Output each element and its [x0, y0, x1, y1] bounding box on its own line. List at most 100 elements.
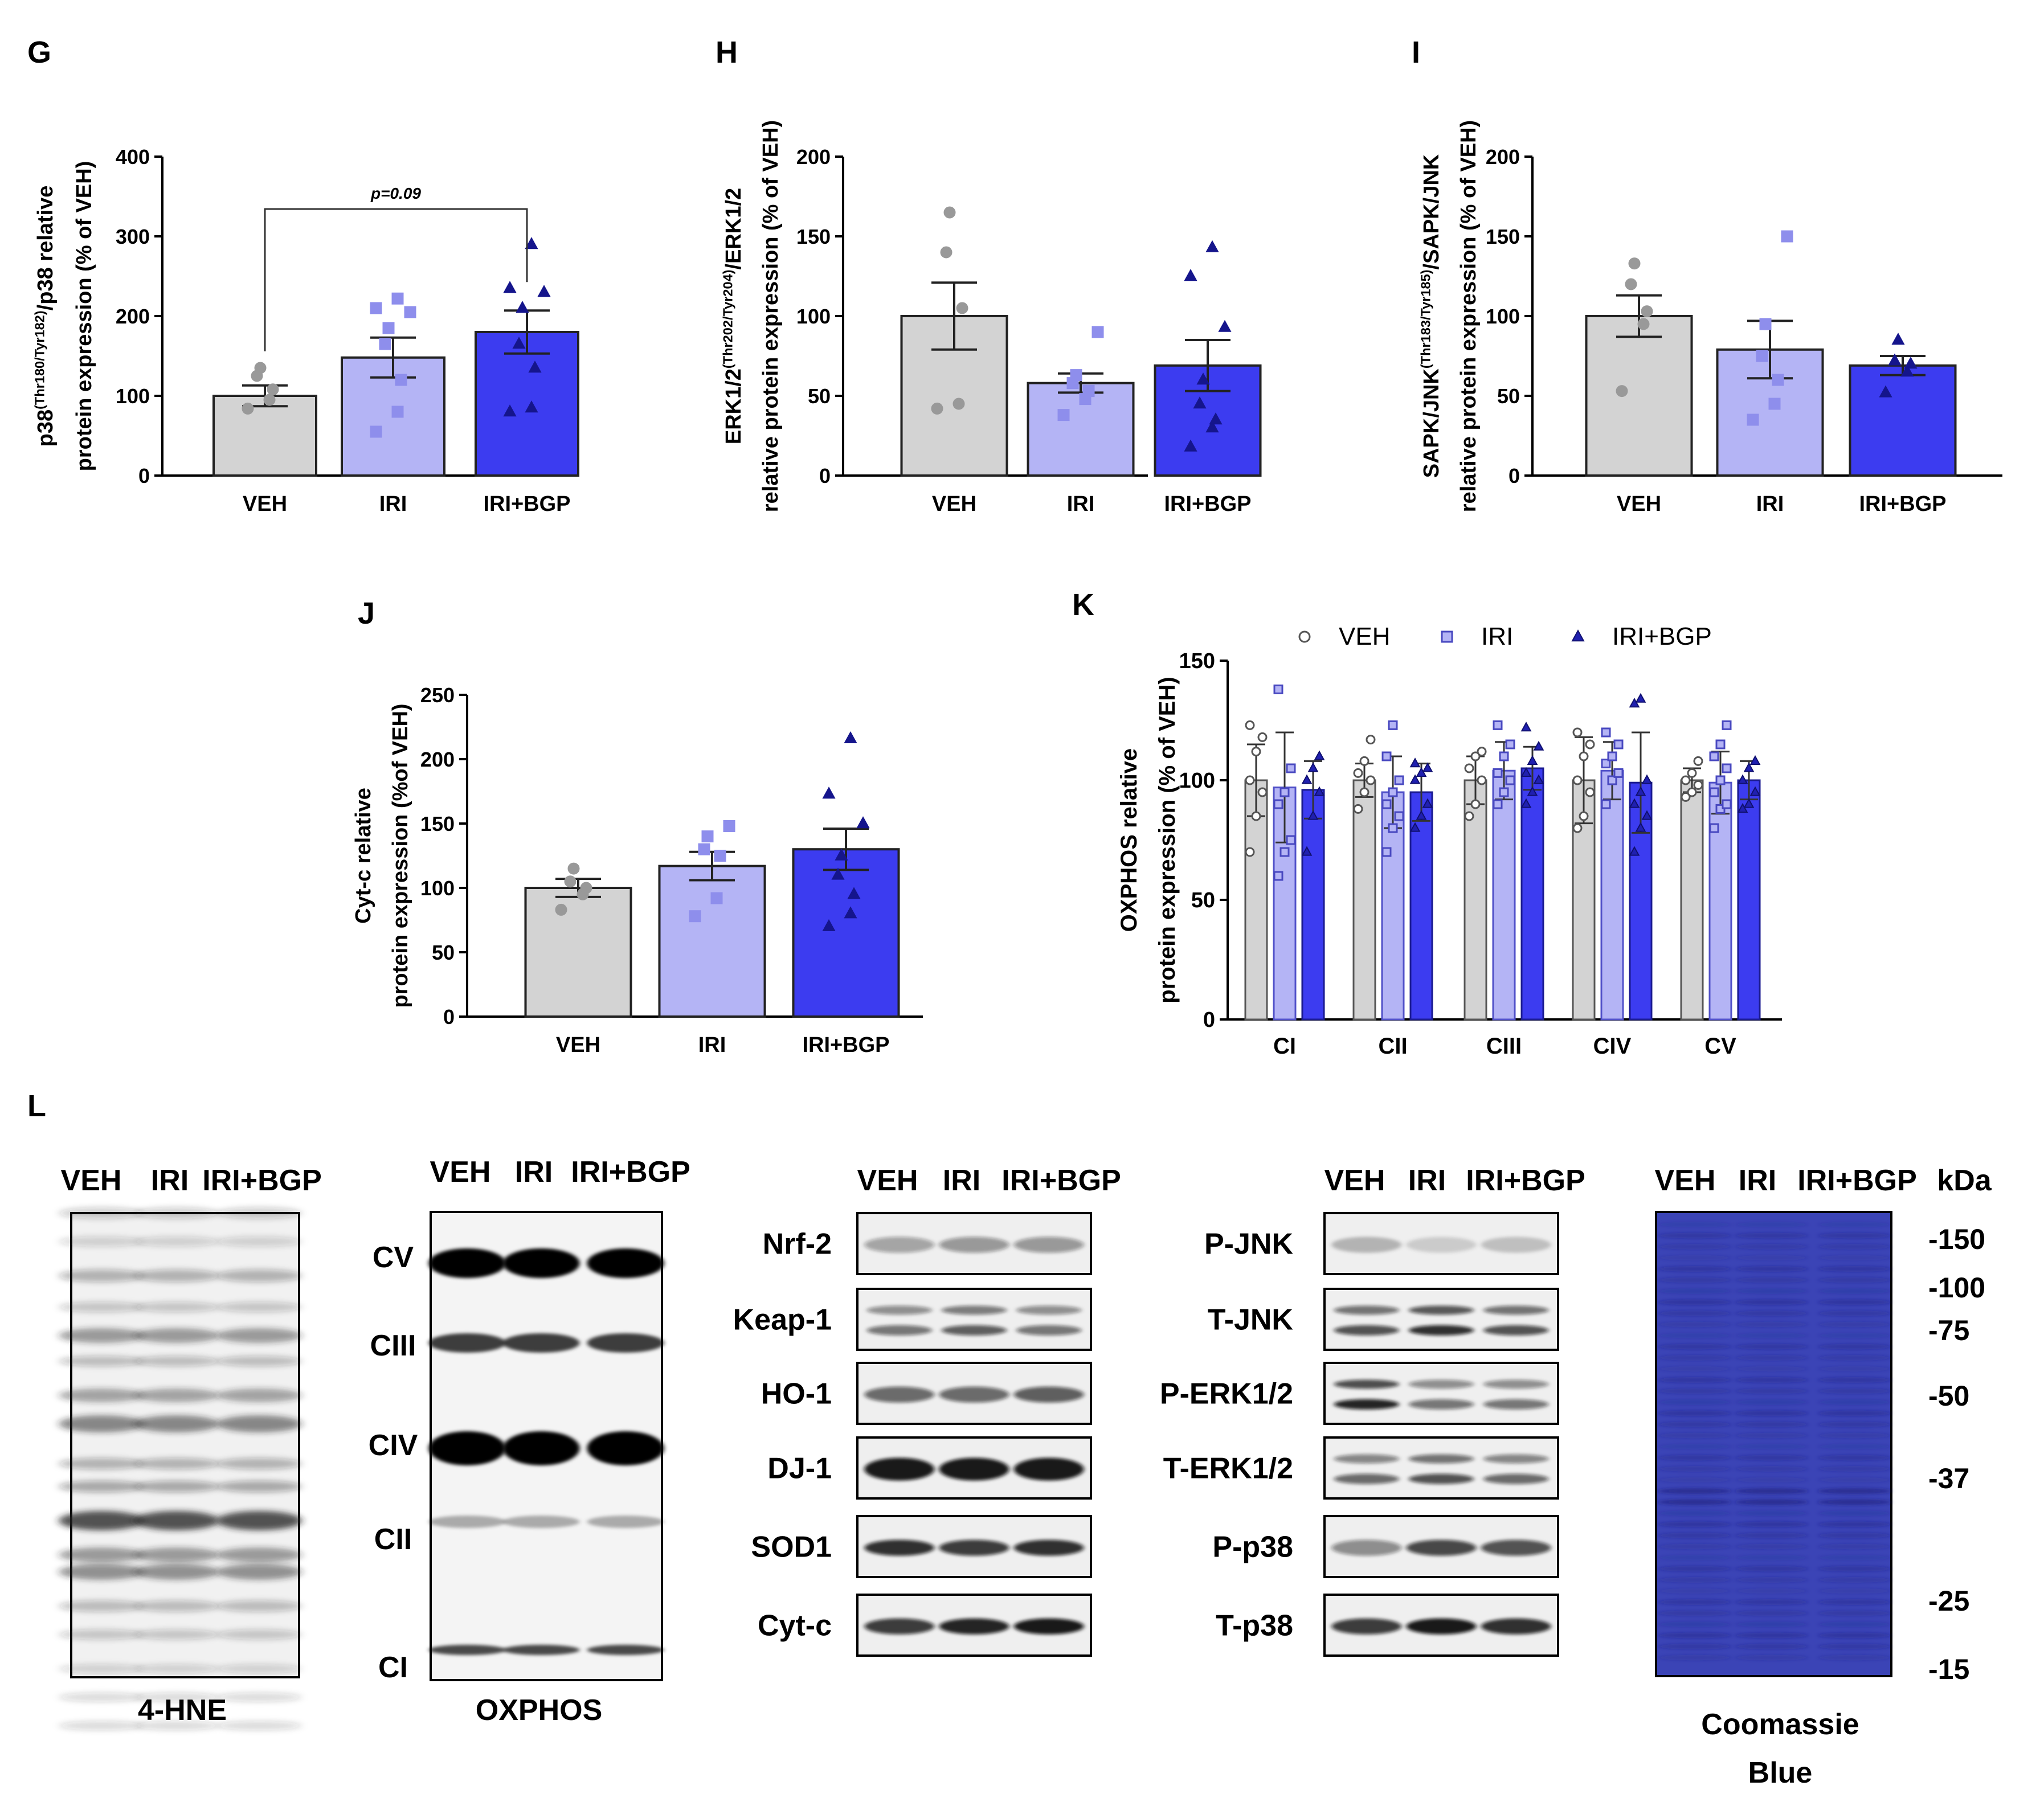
coomassie-band — [1735, 1277, 1809, 1283]
bar-cv-iri — [1708, 781, 1732, 1021]
lane-label-veh: VEH — [857, 1164, 918, 1197]
data-point — [1709, 823, 1719, 833]
data-point — [564, 875, 577, 888]
coomassie-band — [1658, 1488, 1732, 1494]
hne-smear-bands — [59, 1207, 302, 1730]
data-point — [1616, 385, 1628, 398]
data-point — [1579, 811, 1589, 821]
coomassie-band — [1735, 1477, 1809, 1483]
data-point — [1388, 720, 1398, 730]
coomassie-band — [1658, 1232, 1732, 1239]
y-axis-label-line1-part: /SAPK/JNK — [1420, 154, 1444, 269]
lane-label-iri: IRI — [515, 1156, 553, 1189]
strip-band — [1408, 1325, 1474, 1336]
y-tick-label: 150 — [420, 812, 455, 835]
lane-label-veh: VEH — [430, 1156, 491, 1189]
y-tick-label: 100 — [1486, 305, 1520, 328]
strip-label-nrf-2: Nrf-2 — [763, 1228, 832, 1261]
band-label-cii: CII — [374, 1523, 412, 1556]
coomassie-band — [1817, 1599, 1891, 1605]
data-point — [1635, 786, 1646, 796]
data-point — [1722, 799, 1732, 809]
bar-iri-bgp — [1849, 364, 1957, 477]
coomassie-band — [1817, 1621, 1891, 1627]
coomassie-band — [1735, 1543, 1809, 1550]
coomassie-band — [1735, 1533, 1809, 1538]
strip-band — [1406, 1618, 1477, 1635]
strip-band — [1483, 1305, 1549, 1315]
y-axis-label-line2: protein expression (% of VEH) — [1155, 677, 1180, 1003]
data-point — [1749, 786, 1761, 796]
coomassie-band — [1735, 1410, 1809, 1416]
data-point — [1527, 755, 1538, 765]
strip-label-cyt-c: Cyt-c — [758, 1609, 832, 1643]
strip-label-t-p38: T-p38 — [1216, 1609, 1293, 1643]
y-tick-label: 50 — [1191, 888, 1215, 912]
hne-band — [134, 1481, 219, 1492]
coomassie-band — [1735, 1333, 1809, 1338]
coomassie-band — [1817, 1288, 1891, 1294]
oxphos-band — [587, 1645, 664, 1655]
coomassie-band — [1735, 1466, 1809, 1472]
nrf-strips: Nrf-2 Keap-1 HO-1 DJ-1 SOD1 Cyt-c — [733, 1212, 1092, 1657]
chart-panel-k: K 0 50 100 150 OXPHOS relative protein express… — [1072, 588, 1782, 1059]
strip-band — [864, 1236, 935, 1253]
data-point — [1641, 305, 1653, 318]
hne-band — [59, 1207, 144, 1219]
coomassie-band — [1817, 1321, 1891, 1328]
data-point — [555, 903, 567, 916]
data-point — [1273, 799, 1283, 809]
strip-band — [1483, 1325, 1549, 1336]
data-point — [698, 843, 710, 855]
data-point — [1585, 739, 1595, 749]
data-point — [956, 302, 968, 314]
data-point — [1366, 775, 1376, 785]
data-point — [952, 398, 965, 410]
coomassie-band — [1817, 1232, 1891, 1239]
data-point — [1629, 698, 1640, 708]
data-point — [1737, 802, 1748, 813]
data-point — [267, 383, 279, 396]
strip-band — [864, 1618, 935, 1635]
data-point — [1470, 799, 1481, 809]
hne-band — [59, 1511, 144, 1530]
data-point — [822, 787, 836, 799]
coomassie-band — [1658, 1566, 1732, 1572]
data-point — [1464, 763, 1474, 773]
coomassie-band — [1658, 1654, 1732, 1661]
data-point — [1722, 720, 1732, 730]
coomassie-band — [1735, 1266, 1809, 1272]
x-tick-label-iri-bgp: IRI+BGP — [1164, 492, 1251, 516]
data-point — [1768, 398, 1781, 410]
coomassie-band — [1658, 1499, 1732, 1505]
coomassie-band — [1817, 1455, 1891, 1461]
x-tick-label-iri-bgp: IRI+BGP — [1859, 492, 1946, 516]
strip-frame-t-erk1-2 — [1323, 1436, 1559, 1500]
data-point — [1301, 846, 1313, 856]
y-tick-label: 100 — [116, 384, 150, 408]
hne-band — [59, 1481, 144, 1492]
coomassie-band — [1735, 1644, 1809, 1649]
data-point — [1572, 775, 1583, 785]
data-point — [1470, 751, 1481, 761]
coomassie-band — [1817, 1299, 1891, 1305]
strip-frame-p-erk1-2 — [1323, 1362, 1559, 1425]
strip-band — [1013, 1386, 1084, 1403]
data-point — [1286, 763, 1296, 773]
data-point — [1205, 240, 1219, 252]
data-point — [1301, 774, 1313, 784]
coomassie-band — [1735, 1355, 1809, 1361]
strip-frame-t-jnk — [1323, 1288, 1559, 1351]
kda-markers: -150 -100 -75 -50 -37 -25 -15 — [1928, 1223, 1985, 1685]
coomassie-band — [1817, 1499, 1891, 1505]
band-label-cv: CV — [373, 1241, 414, 1274]
x-tick-label-civ: CIV — [1593, 1034, 1632, 1059]
coomassie-band — [1735, 1255, 1809, 1261]
strip-band — [1334, 1305, 1400, 1315]
data-point — [1572, 823, 1583, 833]
data-point — [1409, 774, 1421, 784]
data-point — [1359, 787, 1370, 797]
hne-band — [134, 1629, 219, 1640]
data-point — [512, 337, 526, 349]
strip-band — [1406, 1236, 1477, 1253]
